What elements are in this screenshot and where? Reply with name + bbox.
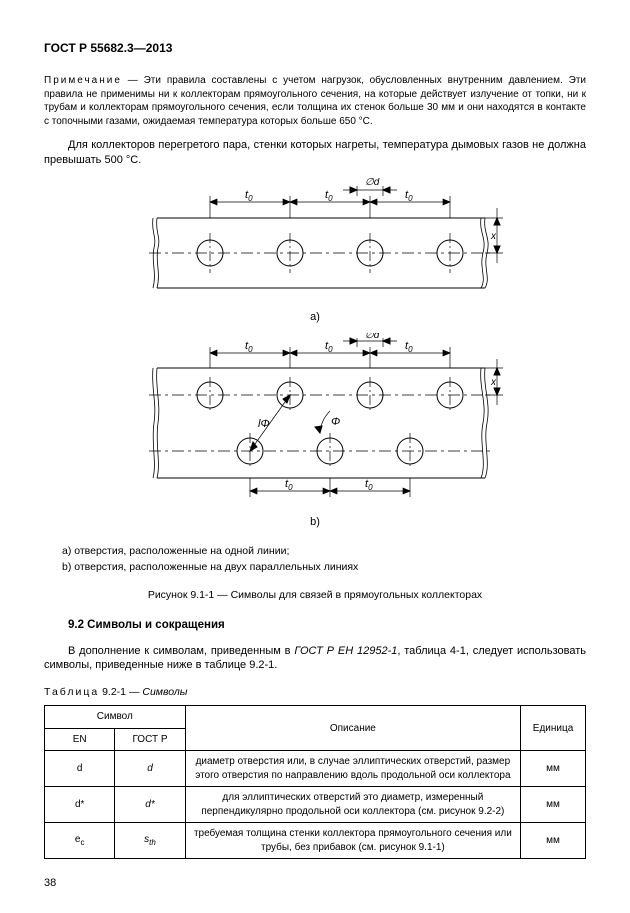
figure-title: Рисунок 9.1-1 — Символы для связей в пря… <box>44 588 586 602</box>
table-row: ec sth требуемая толщина стенки коллекто… <box>45 823 586 859</box>
svg-text:t0: t0 <box>285 478 293 492</box>
figure-b: t0 t0 t0 ∅d t0 t0 lΦ Φ x <box>125 333 505 513</box>
svg-text:t0: t0 <box>405 340 413 354</box>
section-9-2: 9.2 Символы и сокращения <box>44 618 586 634</box>
th-en: EN <box>45 728 115 751</box>
figure-legend: a) отверстия, расположенные на одной лин… <box>62 544 586 574</box>
page-number: 38 <box>44 876 56 891</box>
svg-text:x: x <box>490 231 497 242</box>
figure-b-label: b) <box>44 515 586 530</box>
th-gost: ГОСТ Р <box>115 728 185 751</box>
symbols-table: Символ Описание Единица EN ГОСТ Р d d ди… <box>44 705 586 859</box>
th-symbol: Символ <box>45 706 186 729</box>
figure-a: t0 t0 t0 ∅d x <box>125 178 505 308</box>
paragraph-1: Для коллекторов перегретого пара, стенки… <box>44 138 586 168</box>
svg-text:x: x <box>490 377 497 388</box>
svg-text:t0: t0 <box>245 189 253 203</box>
svg-text:∅d: ∅d <box>365 333 380 341</box>
legend-b: b) отверстия, расположенные на двух пара… <box>62 560 586 574</box>
doc-id: ГОСТ Р 55682.3—2013 <box>44 40 586 56</box>
svg-text:lΦ: lΦ <box>258 418 270 430</box>
table-caption: Таблица 9.2-1 — Символы <box>44 685 586 699</box>
svg-text:t0: t0 <box>405 189 413 203</box>
note-text: — Эти правила составлены с учетом нагруз… <box>44 75 586 127</box>
table-row: d d диаметр отверстия или, в случае элли… <box>45 751 586 787</box>
figure-a-label: a) <box>44 310 586 325</box>
svg-text:t0: t0 <box>245 340 253 354</box>
table-row: d* d* для эллиптических отверстий это ди… <box>45 787 586 823</box>
svg-text:∅d: ∅d <box>365 178 380 188</box>
note-paragraph: Примечание — Эти правила составлены с уч… <box>44 74 586 128</box>
svg-text:t0: t0 <box>365 478 373 492</box>
th-unit: Единица <box>521 706 586 751</box>
svg-text:t0: t0 <box>325 340 333 354</box>
th-desc: Описание <box>185 706 520 751</box>
note-label: Примечание <box>44 75 122 86</box>
svg-text:t0: t0 <box>325 189 333 203</box>
paragraph-2: В дополнение к символам, приведенным в Г… <box>44 644 586 674</box>
legend-a: a) отверстия, расположенные на одной лин… <box>62 544 586 558</box>
svg-text:Φ: Φ <box>331 416 340 428</box>
